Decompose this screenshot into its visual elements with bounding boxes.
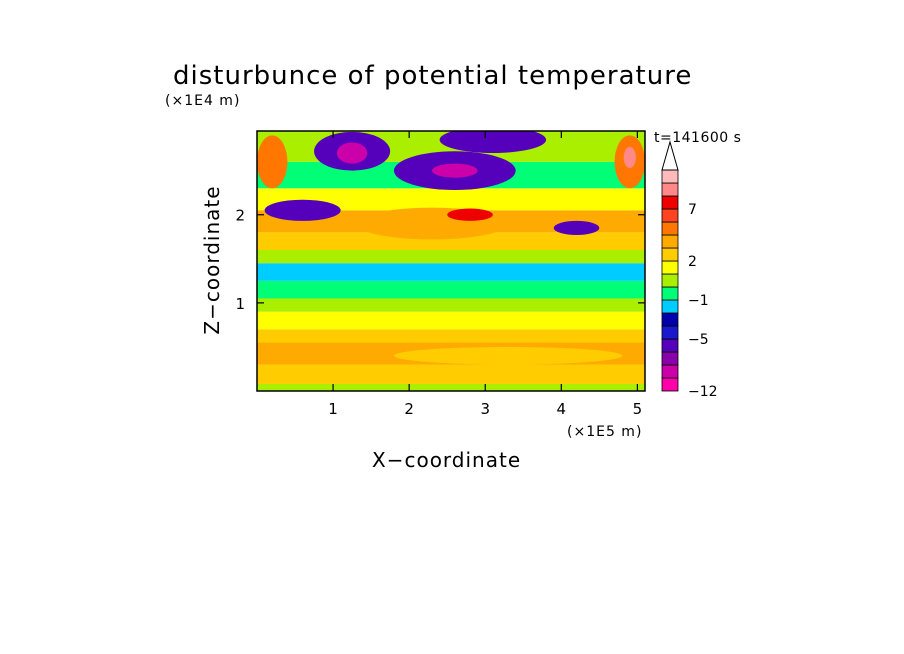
colorbar-segment — [661, 182, 679, 197]
x-tick-label: 3 — [480, 400, 490, 418]
contour-band — [257, 263, 645, 281]
colorbar-segment — [661, 299, 679, 314]
plot-area: 1 2 3 4 5 1 2 — [235, 130, 646, 418]
contour-feature — [257, 135, 288, 189]
x-tick-label: 1 — [328, 400, 338, 418]
contour-feature — [393, 346, 623, 365]
colorbar-extend-arrow — [661, 140, 679, 171]
colorbar-segment — [661, 377, 679, 392]
contour-feature — [264, 199, 341, 221]
contour-band — [257, 329, 645, 343]
colorbar-segment — [661, 364, 679, 379]
contour-feature — [431, 163, 478, 178]
colorbar-segment — [661, 338, 679, 353]
colorbar-tick-label: −1 — [688, 293, 709, 309]
colorbar-segment — [661, 351, 679, 366]
colorbar-tick-label: −12 — [688, 384, 718, 400]
colorbar-segment — [661, 286, 679, 301]
contour-band — [257, 311, 645, 330]
contour-band — [257, 383, 645, 391]
contour-band — [257, 298, 645, 312]
colorbar-segment — [661, 195, 679, 210]
colorbar-segment — [661, 273, 679, 288]
colorbar-tick-label: 2 — [688, 254, 697, 270]
x-tick-label: 5 — [633, 400, 643, 418]
colorbar-tick-label: −5 — [688, 332, 709, 348]
contour-feature — [439, 131, 547, 154]
contour-band — [257, 249, 645, 264]
colorbar-segment — [661, 208, 679, 223]
contour-feature — [623, 146, 636, 169]
contour-feature — [336, 142, 368, 164]
contour-band — [257, 232, 645, 250]
contour-feature — [447, 208, 493, 221]
x-tick-label: 2 — [404, 400, 414, 418]
x-unit-label: (×1E5 m) — [567, 424, 643, 440]
x-axis-label: X−coordinate — [372, 448, 522, 472]
contour-band — [257, 280, 645, 299]
colorbar: 7 2 −1 −5 −12 — [661, 140, 718, 400]
plot-frame — [256, 130, 646, 392]
contour-band — [257, 188, 645, 211]
colorbar-segment — [661, 325, 679, 340]
contour-field — [257, 131, 645, 391]
colorbar-segment — [661, 234, 679, 249]
colorbar-segment — [661, 247, 679, 262]
time-label: t=141600 s — [654, 130, 742, 146]
x-tick-label: 4 — [557, 400, 567, 418]
y-tick-label: 1 — [235, 295, 245, 313]
colorbar-segment — [661, 312, 679, 327]
colorbar-segment — [661, 221, 679, 236]
colorbar-segment — [661, 169, 679, 184]
colorbar-tick-label: 7 — [688, 202, 697, 218]
contour-feature — [553, 220, 600, 236]
z-unit-label: (×1E4 m) — [165, 93, 241, 109]
contour-band — [257, 364, 645, 384]
chart-title: disturbunce of potential temperature — [173, 61, 693, 91]
colorbar-segment — [661, 260, 679, 275]
y-tick-label: 2 — [235, 207, 245, 225]
